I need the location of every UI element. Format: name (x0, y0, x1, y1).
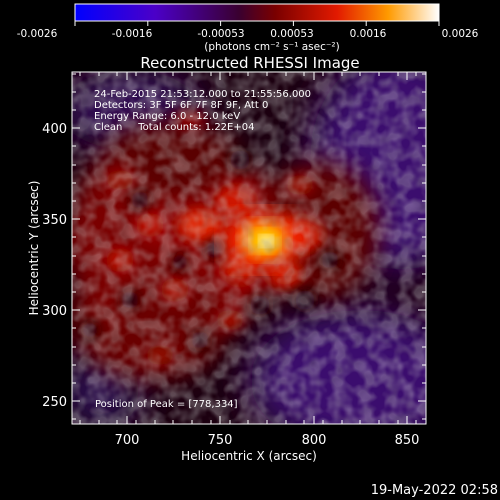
x-axis-label: Heliocentric X (arcsec) (181, 449, 317, 463)
plot-frame (71, 71, 427, 425)
info-energy-range: Energy Range: 6.0 - 12.0 keV (94, 111, 240, 122)
colorbar-tick-label: -0.0016 (112, 28, 153, 40)
y-tick-label: 350 (42, 213, 67, 228)
x-tick-labels: 700 750 800 850 (115, 433, 420, 448)
info-annotation: 24-Feb-2015 21:53:12.000 to 21:55:56.000… (94, 89, 311, 133)
x-tick-label: 800 (302, 433, 327, 448)
colorbar-tick-label: 0.0016 (350, 28, 387, 40)
colorbar-tick-label: -0.00053 (197, 28, 244, 40)
y-tick-labels: 250 300 350 400 (42, 122, 67, 410)
colorbar-gradient (75, 4, 439, 21)
plot-title: Reconstructed RHESSI Image (140, 54, 359, 72)
axis-ticks (72, 72, 426, 424)
colorbar-tick-label: 0.00053 (270, 28, 313, 40)
colorbar-frame (74, 3, 440, 22)
info-detectors: Detectors: 3F 5F 6F 7F 8F 9F, Att 0 (94, 100, 268, 111)
y-tick-label: 250 (42, 395, 67, 410)
y-tick-label: 300 (42, 304, 67, 319)
rhessi-image (72, 72, 426, 424)
footer-timestamp: 19-May-2022 02:58 (371, 483, 498, 498)
peak-position-label: Position of Peak = [778,334] (95, 399, 238, 410)
info-time-range: 24-Feb-2015 21:53:12.000 to 21:55:56.000 (94, 89, 311, 100)
colorbar-tick-label: 0.0026 (442, 28, 479, 40)
colorbar-tick-label: -0.0026 (17, 28, 58, 40)
colorbar-unit-label: (photons cm⁻² s⁻¹ asec⁻²) (204, 41, 339, 53)
x-tick-label: 850 (395, 433, 420, 448)
y-axis-label: Heliocentric Y (arcsec) (27, 181, 41, 316)
x-tick-label: 750 (208, 433, 233, 448)
colorbar-ticks (74, 21, 440, 26)
colorbar: -0.0026 -0.0016 -0.00053 0.00053 0.0016 … (17, 3, 479, 53)
x-tick-label: 700 (115, 433, 140, 448)
y-tick-label: 400 (42, 122, 67, 137)
info-clean-counts: Clean Total counts: 1.22E+04 (94, 122, 254, 133)
